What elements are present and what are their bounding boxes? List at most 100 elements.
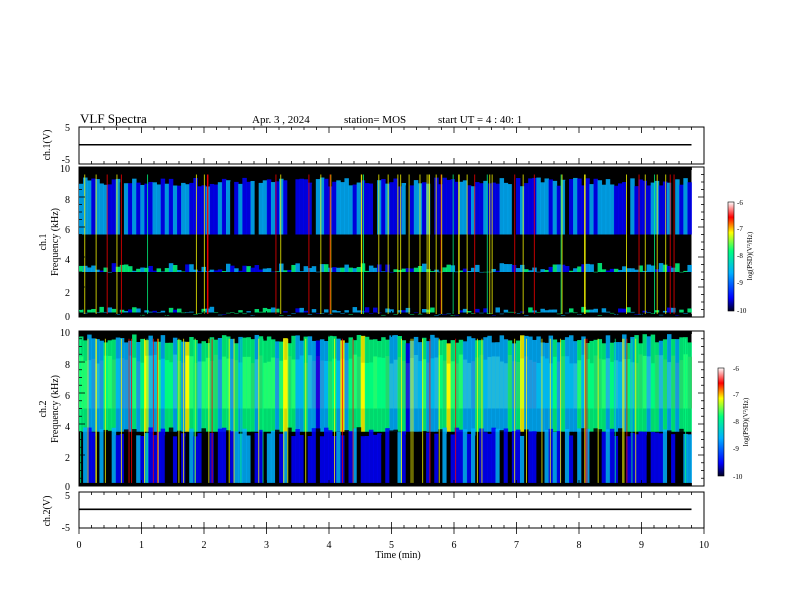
ch2-spec-band-1-cell xyxy=(520,335,525,432)
ch1-spec-band-1-cell xyxy=(123,264,129,272)
ch2-spec-band-2-cell xyxy=(446,433,451,483)
ch2-spec-band-2-cell xyxy=(642,431,647,483)
ch2-spec-band-1-cell xyxy=(279,341,284,432)
ch2-spec-band-2-cell xyxy=(279,433,284,483)
ch1-spec-band-0-cell xyxy=(515,178,521,235)
ch1-spec-band-0-cell xyxy=(577,178,582,235)
ch1-spec-band-2-cell xyxy=(164,315,170,316)
ch2-spec-band-1-cell xyxy=(626,343,631,432)
ch1-spec-band-1-cell xyxy=(348,267,353,272)
ch2-spec-band-1-cell xyxy=(99,340,104,432)
ch1-spec-sferic-streak xyxy=(378,174,380,314)
x-tick-label-6: 6 xyxy=(452,540,457,551)
ch2-spec-band-1-cell xyxy=(454,342,460,432)
ch1-spec-band-0-cell xyxy=(564,180,570,235)
ch2-spec-band-2-cell xyxy=(389,430,394,483)
ch1-spec-sferic-streak xyxy=(280,174,282,314)
ch1-spec-band-0-cell xyxy=(462,180,468,235)
ch1-spec-band-2-cell xyxy=(209,306,215,313)
ch1-spec-band-2-cell xyxy=(336,311,341,313)
ch1-spec-band-0-cell xyxy=(270,182,276,235)
ch1-spec-band-0-cell xyxy=(413,180,419,235)
ch2-spec-band-1-cell xyxy=(213,339,219,432)
ch2-spec-sferic-streak xyxy=(549,338,551,483)
ch1-spec-band-2-cell xyxy=(581,306,586,313)
ch2-spec-sferic-streak xyxy=(400,338,402,483)
ch1-spec-band-1-cell xyxy=(83,265,88,272)
ch1-spec-band-0-cell xyxy=(581,185,586,235)
ch1-spec-band-1-cell xyxy=(401,268,407,272)
ch1-spec-band-2-cell xyxy=(262,307,268,313)
ch2-spec-band-2-cell xyxy=(168,427,174,483)
ch1-spec-band-1-cell xyxy=(540,269,545,272)
ch2-spec-band-2-cell xyxy=(593,428,598,483)
ch1-spec-sferic-streak xyxy=(330,174,332,314)
ch1-spec-band-1-cell xyxy=(687,264,692,272)
ch2-spec-sferic-streak xyxy=(157,338,159,483)
ch1-spec-band-0-cell xyxy=(397,186,402,235)
ch1-spec-band-1-cell xyxy=(597,263,603,272)
ch1-spec-band-0-cell xyxy=(667,182,672,235)
ch1-spec-band-1-cell xyxy=(618,269,623,272)
ch2-spec-sferic-streak xyxy=(438,338,440,483)
ch2-spec-band-2-cell xyxy=(262,435,268,483)
ch1-spec-band-1-cell xyxy=(491,268,496,272)
ch2-spec-band-1-cell xyxy=(471,338,476,432)
ch1-spec-band-2-cell xyxy=(560,315,566,316)
ch2-colorbar-label: log(PSD)(V²/Hz) xyxy=(742,397,750,446)
ch1-spec-band-2-cell xyxy=(213,312,219,313)
ch1-spec-band-0-cell xyxy=(368,183,374,235)
ch1-spec-band-1-cell xyxy=(344,264,349,272)
ch1-spec-band-1-cell xyxy=(679,271,684,273)
ch1-spec-band-0-cell xyxy=(340,182,345,235)
ch1-spec-band-2-cell xyxy=(556,313,562,315)
ch1-spec-band-2-cell xyxy=(589,309,594,313)
ch1-spec-band-1-cell xyxy=(132,270,137,272)
ch1-spec-band-0-cell xyxy=(618,183,623,235)
ch1-spec-band-0-cell xyxy=(275,181,280,235)
ch2-spec-band-1-cell xyxy=(564,337,570,432)
ch1-spec-band-2-cell xyxy=(123,311,129,313)
ch2-spec-band-2-cell xyxy=(189,428,194,483)
ch2-spec-band-2-cell xyxy=(626,436,631,483)
ch2-spec-band-2-cell xyxy=(434,433,439,483)
ch1-spec-band-1-cell xyxy=(581,264,586,272)
ch2-spec-band-1-cell xyxy=(389,335,394,432)
ch1-spec-band-0-cell xyxy=(160,178,166,235)
ch2-spec-band-2-cell xyxy=(662,429,668,483)
ch1-spec-band-2-cell xyxy=(405,307,411,313)
ch1-spec-band-1-cell xyxy=(397,270,402,272)
ch2-spec-sferic-streak xyxy=(597,338,599,483)
ch1-spec-band-2-cell xyxy=(671,307,676,313)
ch2-spec-sferic-streak xyxy=(144,338,146,483)
ch1-spec-sferic-streak xyxy=(626,174,627,314)
ch1-spec-band-1-cell xyxy=(291,264,296,272)
ch1-spec-band-2-cell xyxy=(483,308,488,313)
ch2-spec-band-2-cell xyxy=(136,435,141,483)
ch1-spec-band-2-cell xyxy=(434,315,439,316)
ch1-spec-band-1-cell xyxy=(238,270,243,272)
ch2-spec-band-2-cell xyxy=(573,432,578,483)
ch2-spec-band-2-cell xyxy=(540,433,545,483)
ch1-spec-band-0-cell xyxy=(409,185,415,235)
ch1-spec-band-0-cell xyxy=(495,183,500,235)
ch1-spec-band-0-cell xyxy=(230,181,235,235)
ch2-spec-band-1-cell xyxy=(581,336,586,432)
ch1-spec-sferic-streak xyxy=(638,174,640,314)
ch2-spec-sferic-streak xyxy=(95,338,97,483)
ch1-spec-sferic-streak xyxy=(106,174,108,314)
ch1-spec-band-0-cell xyxy=(446,179,451,235)
ch1-spec-band-1-cell xyxy=(373,267,378,272)
ch1-spec-band-0-cell xyxy=(303,179,309,235)
ch1-freq-tick-0: 0 xyxy=(65,312,70,323)
ch1-spec-band-2-cell xyxy=(499,313,505,315)
ch2-spec-band-2-cell xyxy=(160,428,166,483)
ch2-spec-sferic-streak xyxy=(626,338,628,483)
ch2-spec-band-1-cell xyxy=(658,340,664,432)
ch1-spec-band-2-cell xyxy=(315,313,321,314)
ch2-spec-band-1-cell xyxy=(544,342,549,432)
ch2-spec-band-2-cell xyxy=(581,428,586,483)
ch1-spec-sferic-streak xyxy=(320,174,322,314)
ch2-spec-band-2-cell xyxy=(83,427,88,483)
ch2-spec-band-2-cell xyxy=(107,430,113,483)
